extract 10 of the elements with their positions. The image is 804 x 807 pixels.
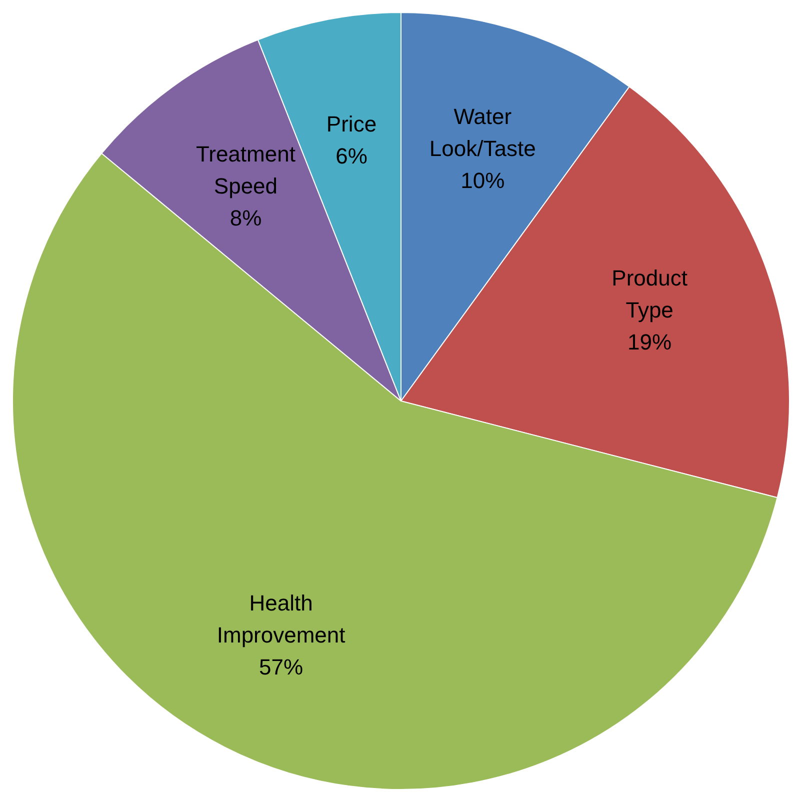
- slice-label: Water Look/Taste: [429, 104, 536, 161]
- data-label: 10%: [460, 168, 505, 193]
- slice-label: Product Type: [612, 266, 688, 323]
- data-label: 57%: [259, 654, 304, 680]
- slice-label: Health Improvement: [216, 590, 346, 648]
- slice-label: Price: [326, 112, 377, 137]
- slice-label: Treatment Speed: [196, 141, 296, 198]
- data-label: 19%: [628, 330, 672, 355]
- data-label: 8%: [230, 205, 262, 230]
- data-label: 6%: [336, 144, 368, 169]
